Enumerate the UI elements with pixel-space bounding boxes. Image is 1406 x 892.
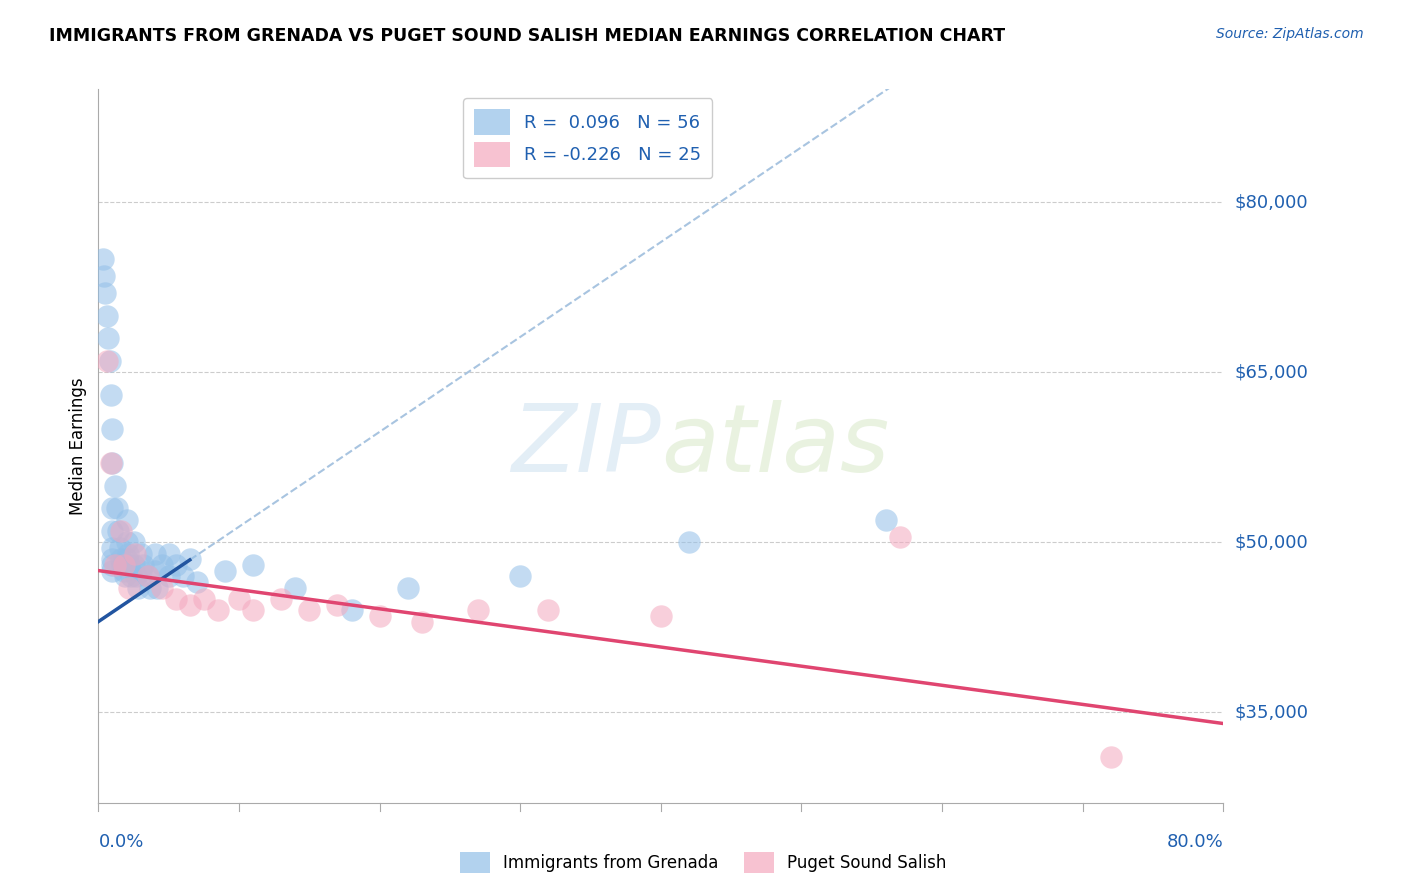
Text: Source: ZipAtlas.com: Source: ZipAtlas.com: [1216, 27, 1364, 41]
Point: [101, 564, 124, 578]
Point: [298, 603, 321, 617]
Point: [115, 535, 138, 549]
Point: [127, 581, 149, 595]
Text: ZIP: ZIP: [512, 401, 661, 491]
Point: [207, 603, 229, 617]
Point: [284, 581, 307, 595]
Point: [150, 581, 173, 595]
Point: [118, 558, 141, 572]
Point: [1099, 750, 1122, 764]
Point: [122, 558, 145, 572]
Point: [270, 591, 292, 606]
Text: $50,000: $50,000: [1234, 533, 1308, 551]
Text: 0.0%: 0.0%: [98, 833, 143, 851]
Point: [104, 478, 127, 492]
Point: [146, 581, 169, 595]
Point: [107, 524, 129, 538]
Point: [96, 354, 118, 368]
Point: [115, 552, 138, 566]
Point: [98, 354, 121, 368]
Point: [143, 564, 166, 578]
Point: [91, 252, 114, 266]
Point: [117, 547, 139, 561]
Point: [139, 581, 162, 595]
Point: [889, 530, 911, 544]
Point: [101, 501, 124, 516]
Point: [108, 541, 131, 555]
Point: [101, 552, 124, 566]
Text: $65,000: $65,000: [1234, 363, 1308, 382]
Point: [112, 558, 135, 572]
Text: $80,000: $80,000: [1234, 194, 1308, 211]
Point: [193, 591, 215, 606]
Point: [105, 501, 128, 516]
Point: [165, 558, 187, 572]
Point: [125, 569, 148, 583]
Point: [101, 524, 124, 538]
Text: IMMIGRANTS FROM GRENADA VS PUGET SOUND SALISH MEDIAN EARNINGS CORRELATION CHART: IMMIGRANTS FROM GRENADA VS PUGET SOUND S…: [49, 27, 1005, 45]
Point: [110, 524, 132, 538]
Point: [111, 558, 134, 572]
Point: [101, 541, 124, 555]
Point: [678, 535, 700, 549]
Point: [96, 309, 118, 323]
Point: [122, 535, 145, 549]
Point: [157, 547, 180, 561]
Point: [509, 569, 531, 583]
Point: [112, 564, 135, 578]
Point: [120, 569, 142, 583]
Legend: R =  0.096   N = 56, R = -0.226   N = 25: R = 0.096 N = 56, R = -0.226 N = 25: [463, 98, 713, 178]
Point: [104, 558, 127, 572]
Point: [132, 558, 155, 572]
Point: [129, 547, 152, 561]
Point: [115, 513, 138, 527]
Point: [114, 569, 136, 583]
Point: [467, 603, 489, 617]
Y-axis label: Median Earnings: Median Earnings: [69, 377, 87, 515]
Point: [101, 422, 124, 436]
Point: [875, 513, 897, 527]
Point: [93, 269, 115, 284]
Point: [97, 331, 120, 345]
Point: [150, 558, 173, 572]
Point: [129, 564, 152, 578]
Point: [157, 569, 180, 583]
Point: [537, 603, 560, 617]
Point: [100, 388, 122, 402]
Point: [172, 569, 194, 583]
Point: [118, 581, 141, 595]
Point: [326, 598, 349, 612]
Point: [214, 564, 236, 578]
Legend: Immigrants from Grenada, Puget Sound Salish: Immigrants from Grenada, Puget Sound Sal…: [453, 846, 953, 880]
Point: [242, 603, 264, 617]
Point: [186, 574, 208, 589]
Point: [228, 591, 250, 606]
Point: [340, 603, 363, 617]
Text: atlas: atlas: [661, 401, 889, 491]
Point: [242, 558, 264, 572]
Point: [100, 456, 122, 470]
Point: [136, 569, 159, 583]
Point: [136, 569, 159, 583]
Point: [143, 547, 166, 561]
Point: [101, 558, 124, 572]
Point: [101, 456, 124, 470]
Text: 80.0%: 80.0%: [1167, 833, 1223, 851]
Point: [411, 615, 433, 629]
Point: [110, 552, 132, 566]
Point: [650, 608, 672, 623]
Point: [124, 547, 146, 561]
Point: [94, 286, 117, 301]
Point: [165, 591, 187, 606]
Point: [396, 581, 419, 595]
Point: [368, 608, 391, 623]
Point: [179, 598, 201, 612]
Text: $35,000: $35,000: [1234, 703, 1309, 722]
Point: [179, 552, 201, 566]
